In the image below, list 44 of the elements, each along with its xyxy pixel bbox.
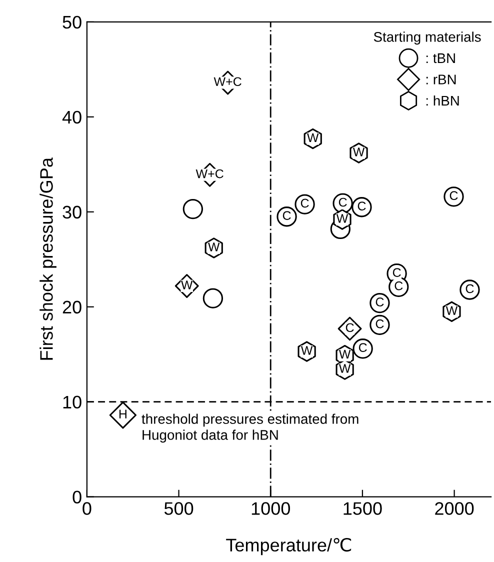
data-label: W+C (214, 77, 242, 86)
x-tick-label: 0 (82, 502, 92, 515)
data-label: W (300, 346, 313, 355)
legend-label: : rBN (426, 74, 456, 84)
legend-title: Starting materials (374, 32, 481, 45)
data-label: C (346, 323, 354, 332)
x-tick-label: 500 (164, 502, 194, 515)
y-tick-label: 20 (62, 300, 82, 314)
legend-label: : tBN (426, 53, 455, 64)
y-tick-label: 30 (62, 206, 82, 219)
data-label: C (300, 198, 309, 208)
data-label: W (352, 148, 365, 156)
data-label: W+C (196, 169, 224, 178)
annotation: H (119, 410, 126, 418)
x-tick-label: 2000 (435, 502, 474, 515)
data-label: C (394, 281, 403, 290)
data-label: W (446, 306, 458, 315)
y-tick-label: 40 (62, 110, 82, 124)
point (182, 198, 204, 220)
x-tick-label: 1000 (252, 502, 290, 515)
data-label: W (338, 364, 351, 373)
annotation: threshold pressures estimated from Hugoniot data for hBN (142, 414, 358, 443)
data-label: C (450, 191, 458, 200)
data-label: W (208, 242, 220, 252)
y-tick-label: 10 (63, 396, 82, 409)
legend-label: : hBN (426, 95, 459, 106)
data-label: C (376, 298, 384, 306)
data-label: C (392, 268, 401, 277)
data-label: C (358, 202, 366, 210)
data-label: W (338, 350, 351, 359)
y-tick-label: 0 (72, 490, 82, 504)
x-tick-label: 1500 (344, 502, 382, 515)
y-tick-label: 50 (62, 16, 82, 29)
x-axis-title: Temperature/℃ (226, 538, 352, 556)
data-label: W (307, 133, 319, 142)
y-axis-title: First shock pressure/GPa (40, 158, 56, 360)
data-label: C (466, 284, 474, 294)
data-label: C (282, 211, 291, 220)
data-label: W (336, 214, 348, 223)
data-label: W (181, 280, 193, 290)
data-label: C (376, 319, 384, 328)
data-label: C (358, 343, 367, 352)
point (202, 288, 224, 308)
data-label: C (338, 198, 347, 207)
